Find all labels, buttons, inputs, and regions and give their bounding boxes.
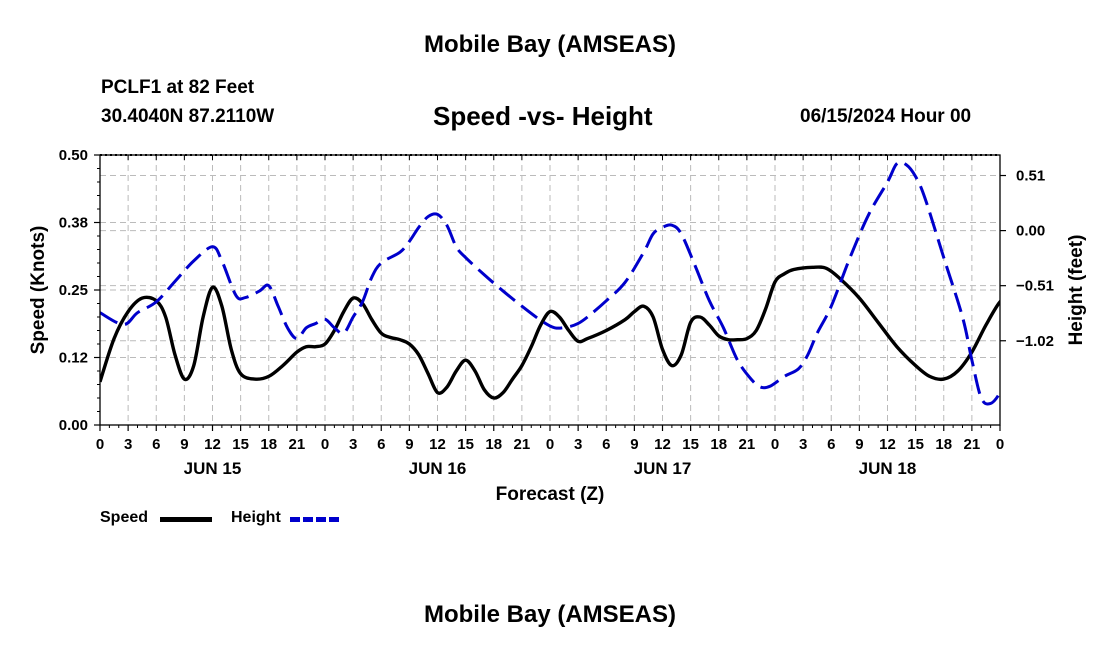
x-tick-label: 9 (855, 436, 863, 453)
x-tick-label: 18 (710, 436, 727, 453)
y-tick-label: 0.38 (59, 215, 88, 232)
x-tick-label: 18 (485, 436, 502, 453)
y2-tick-label: −0.51 (1016, 278, 1054, 295)
speed-height-chart: 0 3 6 9 12 15 18 21 0 3 6 9 12 15 18 21 0 3 6 9 12 15 18 21 0 3 6 9… (28, 147, 1087, 505)
y-tick-label: 0.50 (59, 147, 88, 164)
x-date-label: JUN 15 (184, 459, 242, 478)
y2-tick-label: −1.02 (1016, 333, 1054, 350)
x-tick-label: 15 (232, 436, 249, 453)
x-tick-label: 3 (124, 436, 132, 453)
x-tick-label: 0 (996, 436, 1004, 453)
forecast-timestamp: 06/15/2024 Hour 00 (800, 106, 972, 127)
x-tick-label: 0 (96, 436, 104, 453)
series-line-speed (100, 265, 1000, 400)
x-tick-label: 21 (739, 436, 756, 453)
station-coordinates: 30.4040N 87.2110W (101, 106, 275, 127)
y-tick-label: 0.12 (59, 350, 88, 367)
x-tick-label: 3 (349, 436, 357, 453)
main-title: Mobile Bay (AMSEAS) (423, 31, 677, 58)
x-tick-label: 6 (377, 436, 385, 453)
x-tick-label: 0 (321, 436, 329, 453)
x-date-label: JUN 16 (409, 459, 467, 478)
x-tick-label: 21 (514, 436, 531, 453)
x-tick-label: 12 (654, 436, 671, 453)
chart-subtitle: Speed -vs- Height (433, 101, 653, 131)
series-line-height (100, 160, 1000, 406)
x-tick-label: 12 (879, 436, 896, 453)
x-tick-label: 0 (771, 436, 779, 453)
y2-axis-label: Height (feet) (1066, 235, 1087, 346)
legend-height-swatch (290, 517, 342, 522)
x-tick-label: 9 (405, 436, 413, 453)
y-axis-label: Speed (Knots) (28, 226, 49, 355)
x-tick-label: 3 (799, 436, 807, 453)
x-tick-label: 6 (827, 436, 835, 453)
station-name: PCLF1 at 82 Feet (101, 77, 255, 98)
x-tick-label: 0 (546, 436, 554, 453)
x-tick-label: 6 (602, 436, 610, 453)
x-tick-label: 18 (260, 436, 277, 453)
axes: 0 3 6 9 12 15 18 21 0 3 6 9 12 15 18 21 0 3 6 9 12 15 18 21 0 3 6 9… (59, 147, 1054, 478)
y-tick-label: 0.25 (59, 282, 88, 299)
x-date-label: JUN 17 (634, 459, 692, 478)
footer-title: Mobile Bay (AMSEAS) (423, 601, 677, 628)
series-lines (100, 160, 1000, 406)
x-tick-label: 18 (935, 436, 952, 453)
y-tick-label: 0.00 (59, 417, 88, 434)
legend-speed-label: Speed (100, 509, 149, 526)
x-tick-label: 3 (574, 436, 582, 453)
x-axis-label: Forecast (Z) (496, 484, 605, 505)
x-tick-label: 12 (429, 436, 446, 453)
x-tick-label: 12 (204, 436, 221, 453)
legend-height-label: Height (231, 509, 281, 526)
x-tick-label: 15 (457, 436, 474, 453)
x-tick-label: 21 (289, 436, 306, 453)
x-tick-label: 15 (682, 436, 699, 453)
x-tick-label: 9 (630, 436, 638, 453)
y2-tick-label: 0.00 (1016, 223, 1045, 240)
x-tick-label: 6 (152, 436, 160, 453)
x-date-label: JUN 18 (859, 459, 917, 478)
grid-lines (100, 155, 1000, 425)
x-tick-label: 21 (964, 436, 981, 453)
x-tick-label: 15 (907, 436, 924, 453)
legend-speed-swatch (160, 517, 212, 522)
x-tick-label: 9 (180, 436, 188, 453)
y2-tick-label: 0.51 (1016, 168, 1045, 185)
